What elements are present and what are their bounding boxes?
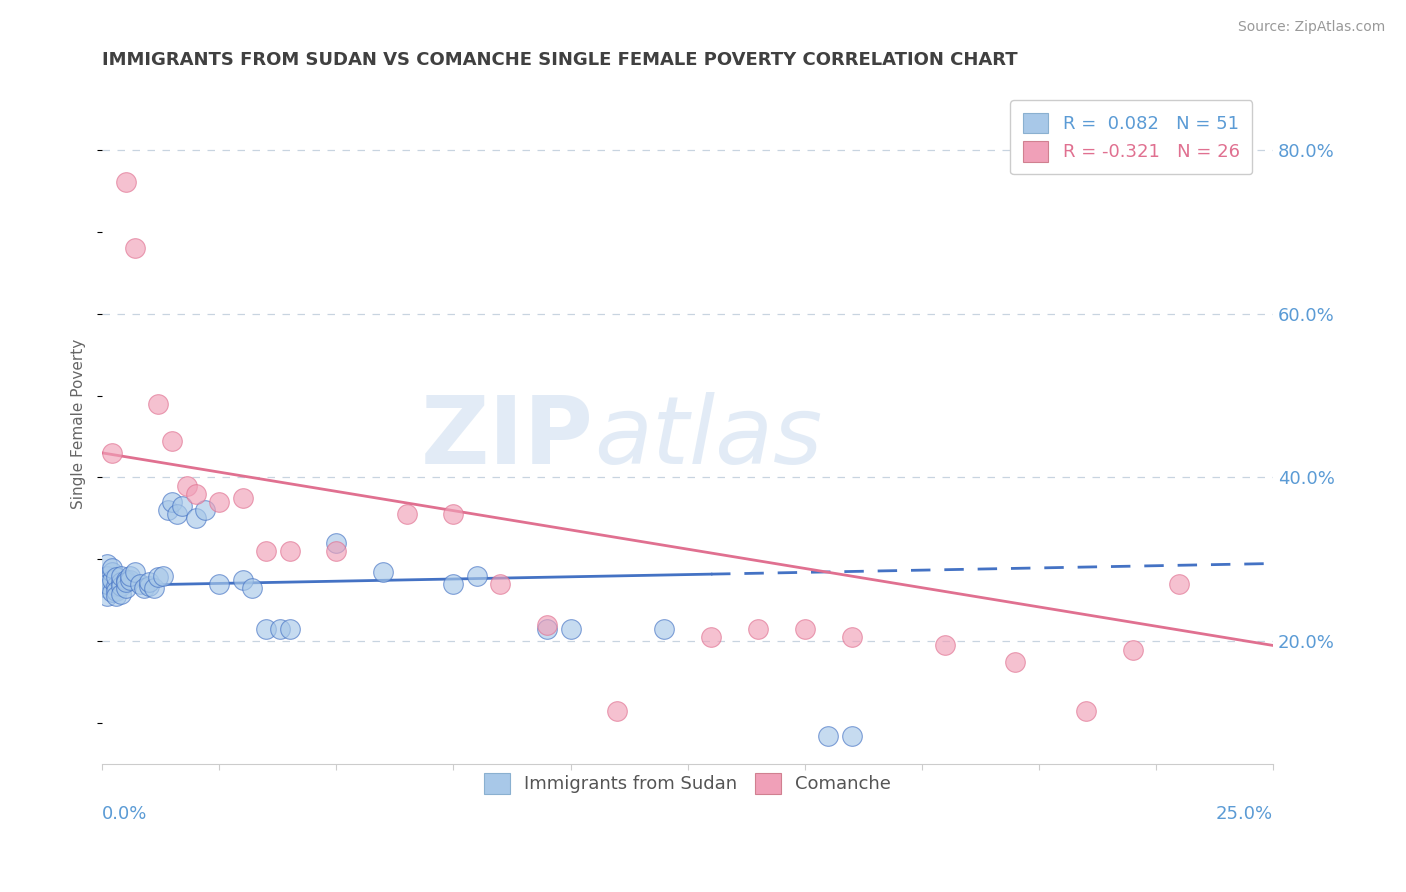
Point xyxy=(110,569,132,583)
Point xyxy=(134,581,156,595)
Point xyxy=(110,587,132,601)
Point xyxy=(166,508,188,522)
Point xyxy=(232,573,254,587)
Point xyxy=(110,579,132,593)
Text: ZIP: ZIP xyxy=(420,392,593,483)
Point xyxy=(162,495,184,509)
Point xyxy=(148,570,170,584)
Point xyxy=(120,573,142,587)
Point xyxy=(96,589,118,603)
Point xyxy=(373,565,395,579)
Point xyxy=(652,622,675,636)
Text: atlas: atlas xyxy=(593,392,823,483)
Point xyxy=(395,508,418,522)
Point xyxy=(96,577,118,591)
Point xyxy=(184,487,207,501)
Point xyxy=(100,446,122,460)
Point xyxy=(162,434,184,448)
Point xyxy=(114,575,136,590)
Point xyxy=(278,544,301,558)
Point xyxy=(138,575,160,590)
Point xyxy=(240,581,263,595)
Point xyxy=(194,503,217,517)
Point xyxy=(105,579,128,593)
Point xyxy=(96,581,118,595)
Point xyxy=(536,622,558,636)
Point xyxy=(128,577,150,591)
Point xyxy=(1168,577,1191,591)
Point xyxy=(105,583,128,598)
Point xyxy=(138,579,160,593)
Point xyxy=(96,569,118,583)
Point xyxy=(700,630,723,644)
Point xyxy=(114,573,136,587)
Y-axis label: Single Female Poverty: Single Female Poverty xyxy=(72,339,86,509)
Point xyxy=(934,639,956,653)
Point xyxy=(278,622,301,636)
Point xyxy=(325,536,347,550)
Point xyxy=(110,575,132,590)
Point xyxy=(105,570,128,584)
Point xyxy=(443,508,465,522)
Point xyxy=(606,704,628,718)
Point xyxy=(96,557,118,571)
Point xyxy=(142,581,165,595)
Point xyxy=(465,569,488,583)
Point xyxy=(560,622,582,636)
Text: Source: ZipAtlas.com: Source: ZipAtlas.com xyxy=(1237,20,1385,34)
Point xyxy=(156,503,179,517)
Point xyxy=(793,622,815,636)
Point xyxy=(124,241,146,255)
Point xyxy=(184,511,207,525)
Point xyxy=(114,176,136,190)
Legend: Immigrants from Sudan, Comanche: Immigrants from Sudan, Comanche xyxy=(475,764,900,803)
Point xyxy=(325,544,347,558)
Point xyxy=(269,622,291,636)
Point xyxy=(100,573,122,587)
Point xyxy=(817,729,839,743)
Point xyxy=(232,491,254,505)
Point xyxy=(148,397,170,411)
Point xyxy=(100,560,122,574)
Point xyxy=(747,622,769,636)
Point xyxy=(100,585,122,599)
Text: 0.0%: 0.0% xyxy=(103,805,148,823)
Text: IMMIGRANTS FROM SUDAN VS COMANCHE SINGLE FEMALE POVERTY CORRELATION CHART: IMMIGRANTS FROM SUDAN VS COMANCHE SINGLE… xyxy=(103,51,1018,69)
Point xyxy=(100,565,122,579)
Point xyxy=(176,478,198,492)
Point xyxy=(254,544,277,558)
Point xyxy=(208,577,231,591)
Point xyxy=(841,729,863,743)
Point xyxy=(489,577,512,591)
Point xyxy=(1121,642,1143,657)
Point xyxy=(1074,704,1097,718)
Point xyxy=(536,618,558,632)
Point xyxy=(443,577,465,591)
Point xyxy=(208,495,231,509)
Point xyxy=(254,622,277,636)
Point xyxy=(841,630,863,644)
Point xyxy=(124,565,146,579)
Point xyxy=(152,569,174,583)
Point xyxy=(105,589,128,603)
Point xyxy=(114,581,136,595)
Text: 25.0%: 25.0% xyxy=(1216,805,1272,823)
Point xyxy=(170,499,193,513)
Point xyxy=(1004,655,1026,669)
Point xyxy=(120,569,142,583)
